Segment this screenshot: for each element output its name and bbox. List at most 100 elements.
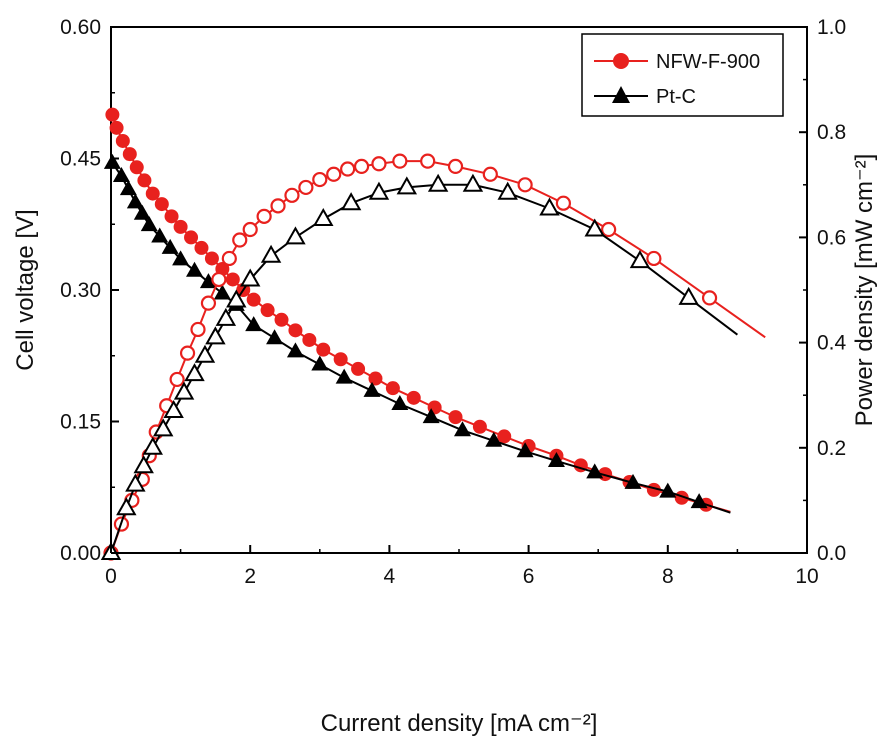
data-point	[601, 221, 617, 238]
data-point	[420, 153, 436, 169]
data-point	[161, 238, 179, 254]
data-point	[133, 204, 151, 220]
data-point	[119, 180, 137, 196]
data-point	[169, 371, 185, 388]
data-point	[447, 158, 464, 174]
data-point	[539, 197, 560, 216]
data-point	[260, 303, 275, 318]
data-point	[316, 342, 331, 357]
data-point	[368, 181, 390, 200]
data-point	[186, 261, 204, 277]
data-point	[260, 244, 282, 263]
data-point	[392, 153, 408, 169]
data-point	[221, 250, 237, 267]
data-point	[142, 436, 163, 455]
data-point	[145, 186, 160, 201]
data-point	[213, 284, 231, 300]
data-point	[103, 153, 121, 169]
y-axis-right-title: Power density [mW cm⁻²]	[851, 154, 878, 427]
data-point	[256, 208, 272, 224]
data-point	[485, 431, 503, 447]
data-point	[199, 273, 217, 289]
data-point	[286, 342, 304, 358]
legend: NFW-F-900 Pt-C	[581, 33, 784, 117]
data-point	[448, 410, 463, 425]
data-point	[311, 355, 329, 371]
x-tick-label: 0	[105, 565, 117, 588]
data-point	[363, 381, 381, 397]
data-point	[242, 221, 258, 238]
series-layer	[100, 107, 766, 561]
data-point	[396, 176, 418, 195]
data-point	[624, 473, 642, 489]
data-point	[497, 181, 518, 200]
data-point	[116, 497, 137, 516]
data-point	[204, 251, 219, 266]
data-point	[112, 167, 130, 183]
y-left-tick-label: 0.15	[60, 411, 101, 434]
data-point	[472, 419, 487, 434]
series-power-3	[100, 173, 739, 560]
legend-marker-ptc	[612, 86, 630, 103]
data-point	[497, 429, 512, 444]
legend-label-nfw: NFW-F-900	[656, 51, 760, 73]
x-tick-label: 10	[795, 565, 818, 588]
data-point	[246, 292, 261, 307]
data-point	[125, 473, 146, 492]
data-point	[690, 493, 708, 509]
data-point	[172, 250, 190, 266]
data-point	[547, 451, 565, 467]
data-point	[353, 158, 370, 174]
data-point	[274, 312, 289, 327]
data-point	[462, 173, 484, 192]
data-point	[516, 442, 534, 458]
data-point	[173, 381, 195, 400]
x-tick-label: 4	[384, 565, 396, 588]
axis-layer: 0 2 4 6 8 10 0.00 0.15 0.30 0.45 0.60 0.0 0.2 0.4 0.6 0…	[60, 16, 846, 588]
data-point	[678, 286, 699, 305]
data-point	[313, 207, 334, 226]
data-point	[453, 421, 471, 437]
data-point	[179, 345, 196, 361]
series-voltage-0	[105, 107, 731, 513]
data-point	[284, 187, 300, 203]
data-point	[225, 272, 240, 287]
legend-item-ptc: Pt-C	[594, 86, 696, 108]
data-point	[406, 390, 421, 405]
data-point	[298, 179, 314, 196]
data-point	[151, 227, 169, 243]
series-line	[111, 162, 731, 514]
data-point	[333, 352, 348, 367]
data-point	[205, 326, 226, 345]
x-tick-label: 6	[523, 565, 535, 588]
y-right-tick-label: 0.2	[817, 437, 846, 460]
data-point	[226, 289, 247, 308]
x-tick-label: 2	[244, 565, 256, 588]
data-point	[152, 418, 174, 437]
legend-marker-nfw	[613, 53, 629, 69]
x-tick-label: 8	[662, 565, 674, 588]
data-point	[190, 321, 206, 338]
data-point	[482, 166, 498, 182]
data-point	[427, 173, 449, 192]
data-point	[335, 368, 353, 384]
y-right-tick-label: 0.4	[817, 332, 847, 355]
data-point	[163, 399, 184, 418]
data-point	[312, 171, 328, 188]
y-left-tick-label: 0.30	[60, 279, 101, 302]
y-right-tick-label: 0.6	[817, 226, 846, 249]
y-right-tick-label: 0.8	[817, 121, 846, 144]
data-point	[517, 177, 533, 193]
data-point	[285, 226, 306, 245]
data-point	[164, 209, 179, 224]
data-point	[586, 463, 604, 479]
data-point	[351, 361, 366, 376]
data-point	[239, 268, 261, 287]
data-point	[109, 120, 124, 135]
data-point	[288, 323, 303, 338]
data-point	[184, 230, 199, 245]
data-point	[194, 240, 209, 255]
data-point	[266, 329, 284, 345]
data-point	[194, 344, 216, 363]
data-point	[368, 371, 383, 386]
